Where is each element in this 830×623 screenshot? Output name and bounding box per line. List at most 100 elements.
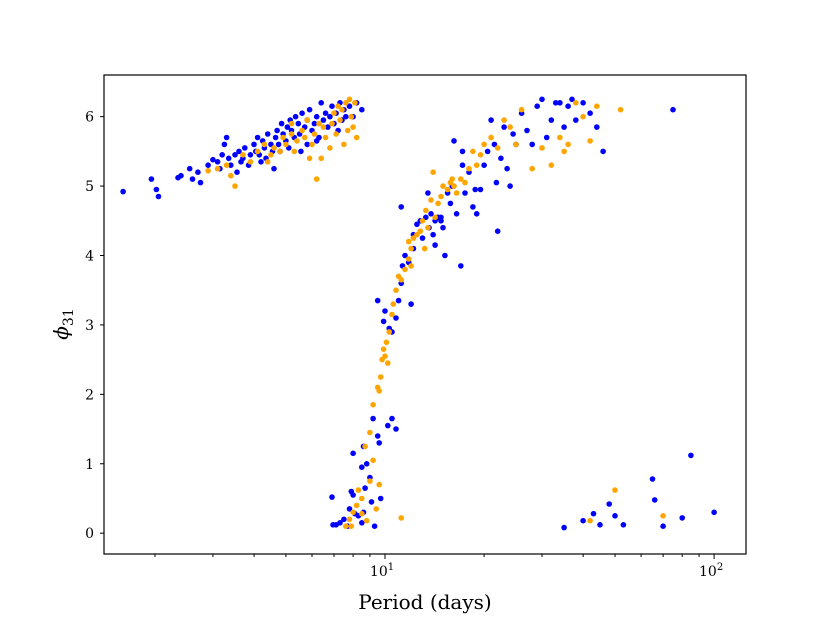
data-point-s0-175 [425, 190, 431, 196]
data-point-s1-35 [346, 96, 353, 103]
data-point-s1-82 [419, 218, 426, 224]
data-point-s1-46 [346, 516, 353, 523]
data-point-s0-38 [271, 165, 277, 172]
data-point-s0-145 [477, 186, 484, 193]
data-point-s0-2 [153, 186, 160, 193]
data-point-s1-51 [359, 495, 365, 502]
data-point-s1-57 [359, 510, 365, 517]
data-point-s0-88 [346, 506, 353, 512]
data-point-s1-14 [288, 131, 295, 137]
data-point-s1-115 [587, 138, 593, 144]
data-point-s0-81 [298, 148, 304, 155]
data-point-s0-14 [219, 152, 225, 158]
data-point-s1-71 [389, 311, 395, 318]
data-point-s0-95 [362, 485, 368, 491]
data-point-s0-146 [481, 162, 487, 168]
data-point-s0-12 [214, 159, 221, 165]
data-point-s1-18 [301, 134, 308, 141]
data-point-s0-154 [507, 183, 513, 189]
data-point-s0-183 [561, 524, 567, 531]
data-point-s1-80 [414, 231, 420, 238]
data-point-s0-134 [442, 252, 448, 259]
data-point-s0-168 [569, 96, 575, 103]
data-point-s1-77 [405, 256, 412, 262]
data-point-s1-75 [398, 277, 405, 283]
data-point-s0-178 [459, 148, 466, 155]
data-point-s0-63 [320, 117, 327, 123]
y-tick-label: 4 [85, 248, 94, 264]
y-tick-label: 2 [85, 387, 94, 403]
data-point-s1-4 [232, 183, 238, 189]
data-point-s0-111 [380, 318, 387, 325]
data-point-s1-29 [333, 131, 339, 137]
axis-ticks: 0 1 2 3 4 5 6 101 102 [85, 110, 723, 580]
data-point-s1-44 [339, 106, 345, 113]
data-point-s0-158 [524, 127, 530, 134]
data-point-s0-51 [292, 113, 299, 120]
data-point-s1-2 [223, 162, 230, 168]
data-point-s0-166 [561, 124, 567, 130]
data-point-s0-164 [552, 100, 559, 106]
data-point-s1-88 [438, 193, 444, 200]
data-point-s1-17 [299, 127, 305, 134]
data-point-s0-115 [393, 315, 399, 321]
data-point-s0-108 [389, 415, 395, 422]
data-point-s0-165 [557, 100, 563, 106]
data-point-s0-104 [370, 415, 376, 422]
data-point-s0-7 [189, 176, 196, 182]
data-point-s1-86 [430, 169, 436, 175]
data-point-s1-109 [548, 162, 555, 168]
data-point-s1-20 [309, 141, 315, 148]
data-point-s1-31 [337, 117, 343, 123]
data-point-s1-92 [449, 176, 456, 182]
data-point-s1-37 [350, 124, 356, 130]
data-point-s1-64 [377, 374, 384, 380]
data-point-s0-194 [679, 515, 685, 521]
data-point-s0-35 [264, 131, 271, 137]
data-point-s1-32 [341, 141, 347, 148]
data-point-s0-26 [247, 152, 254, 158]
data-point-s0-96 [359, 464, 365, 471]
data-point-s0-162 [543, 134, 550, 141]
data-point-s0-98 [363, 461, 370, 467]
data-points [120, 96, 717, 531]
data-point-s0-121 [408, 301, 414, 307]
data-point-s1-78 [408, 245, 414, 252]
data-point-s0-24 [242, 145, 248, 151]
data-point-s0-190 [649, 476, 656, 482]
data-point-s1-40 [304, 117, 311, 123]
data-point-s0-153 [504, 165, 510, 172]
data-point-s0-90 [350, 492, 356, 498]
data-point-s0-139 [458, 263, 464, 269]
data-point-s1-59 [362, 443, 368, 450]
data-point-s0-187 [606, 501, 612, 507]
data-point-s1-52 [363, 517, 370, 524]
data-point-s1-36 [348, 113, 355, 120]
data-point-s1-70 [386, 329, 393, 335]
data-point-s0-105 [377, 495, 384, 502]
data-point-s0-133 [440, 224, 446, 231]
data-point-s0-112 [382, 308, 388, 314]
data-point-s1-10 [271, 145, 277, 151]
data-point-s0-82 [329, 494, 335, 500]
y-axis-title-main: ϕ [49, 326, 73, 340]
data-point-s0-19 [232, 152, 238, 158]
data-point-s1-111 [561, 148, 567, 155]
data-point-s0-173 [600, 148, 606, 155]
data-point-s0-21 [236, 148, 242, 155]
data-point-s1-96 [466, 165, 472, 172]
data-point-s0-119 [402, 252, 408, 259]
data-point-s1-30 [335, 103, 341, 109]
data-point-s1-84 [425, 224, 431, 231]
data-point-s0-136 [447, 200, 454, 207]
data-point-s1-27 [329, 120, 335, 127]
data-point-s1-16 [294, 138, 300, 144]
data-point-s0-64 [322, 110, 329, 116]
data-point-s0-59 [311, 120, 318, 127]
data-point-s0-40 [274, 127, 280, 134]
y-tick-label: 0 [85, 526, 94, 542]
data-point-s1-56 [376, 481, 383, 488]
data-point-s1-24 [320, 124, 327, 130]
